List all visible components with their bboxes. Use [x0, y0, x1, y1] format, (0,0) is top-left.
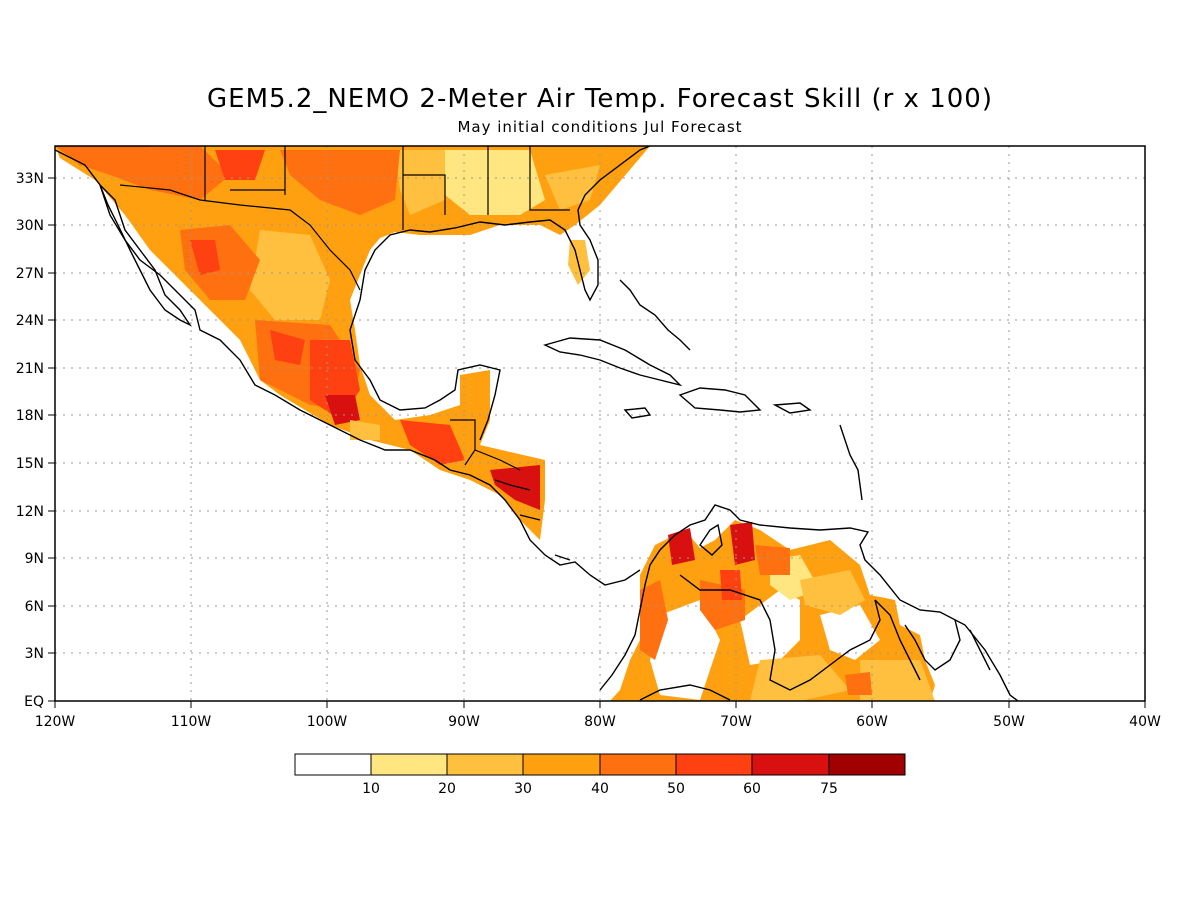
lat-label: 6N [25, 599, 44, 615]
lat-label: 33N [16, 171, 44, 187]
colorbar-label: 50 [667, 781, 685, 797]
borders [55, 146, 571, 561]
lat-label: 27N [16, 266, 44, 282]
colorbar: 10 20 30 40 50 60 75 [294, 753, 906, 797]
lon-label: 110W [171, 714, 212, 730]
colorbar-swatch [294, 753, 372, 776]
colorbar-swatch [599, 753, 677, 776]
colorbar-swatch [522, 753, 601, 776]
graticule [55, 146, 1145, 701]
lon-label: 80W [584, 714, 616, 730]
lat-label: EQ [24, 694, 44, 710]
colorbar-label: 60 [743, 781, 761, 797]
map-subtitle: May initial conditions Jul Forecast [457, 118, 743, 136]
skill-band-50-60 [190, 240, 220, 275]
colorbar-label: 10 [362, 781, 380, 797]
skill-band-60-75 [668, 528, 695, 565]
skill-band-20-30 [568, 240, 590, 285]
skill-band-20-30 [860, 660, 935, 701]
lat-label: 30N [16, 218, 44, 234]
skill-band-20-30 [395, 150, 445, 215]
colorbar-swatch [675, 753, 753, 776]
skill-band-20-30 [750, 655, 850, 701]
skill-band-40-50 [640, 580, 668, 660]
colorbar-label: 75 [820, 781, 838, 797]
skill-band-40-50 [755, 545, 790, 575]
colorbar-label: 30 [514, 781, 532, 797]
lat-label: 18N [16, 408, 44, 424]
skill-band-20-30 [800, 570, 865, 615]
skill-band-50-60 [270, 330, 305, 365]
skill-band-40-50 [55, 146, 230, 200]
skill-band-20-30 [545, 165, 600, 210]
coastlines [55, 146, 1019, 701]
skill-band-0-10 [820, 605, 880, 660]
lat-label: 9N [25, 551, 44, 567]
lon-label: 90W [448, 714, 480, 730]
lat-label: 21N [16, 361, 44, 377]
lat-label: 12N [16, 504, 44, 520]
lon-label: 40W [1129, 714, 1161, 730]
skill-band-20-30 [350, 420, 380, 440]
tick-marks [48, 177, 1146, 708]
colorbar-label: 20 [438, 781, 456, 797]
lon-label: 60W [856, 714, 888, 730]
skill-band-50-60 [720, 570, 742, 600]
lat-label: 3N [25, 646, 44, 662]
skill-band-20-30 [250, 230, 330, 320]
lon-label: 120W [35, 714, 76, 730]
lat-label: 24N [16, 313, 44, 329]
lat-labels: EQ 3N 6N 9N 12N 15N 18N 21N 24N 27N 30N … [16, 171, 44, 710]
colorbar-swatch [751, 753, 830, 776]
lon-labels: 120W 110W 100W 90W 80W 70W 60W 50W 40W [35, 714, 1161, 730]
skill-band-10-20 [445, 150, 545, 215]
skill-band-60-75 [490, 465, 540, 510]
colorbar-swatch [370, 753, 448, 776]
skill-band-40-50 [845, 672, 872, 695]
lon-label: 50W [993, 714, 1025, 730]
skill-field [55, 146, 935, 701]
skill-band-0-10 [740, 590, 800, 665]
colorbar-swatch [828, 753, 906, 776]
skill-band-0-10 [650, 600, 720, 700]
skill-band-50-60 [215, 150, 265, 180]
colorbar-label: 40 [591, 781, 609, 797]
colorbar-swatch [446, 753, 524, 776]
skill-band-50-60 [400, 420, 465, 465]
lat-label: 15N [16, 456, 44, 472]
skill-band-40-50 [280, 150, 400, 215]
lon-label: 100W [307, 714, 348, 730]
map-title: GEM5.2_NEMO 2-Meter Air Temp. Forecast S… [207, 84, 993, 114]
skill-band-60-75 [325, 395, 360, 425]
lon-label: 70W [720, 714, 752, 730]
